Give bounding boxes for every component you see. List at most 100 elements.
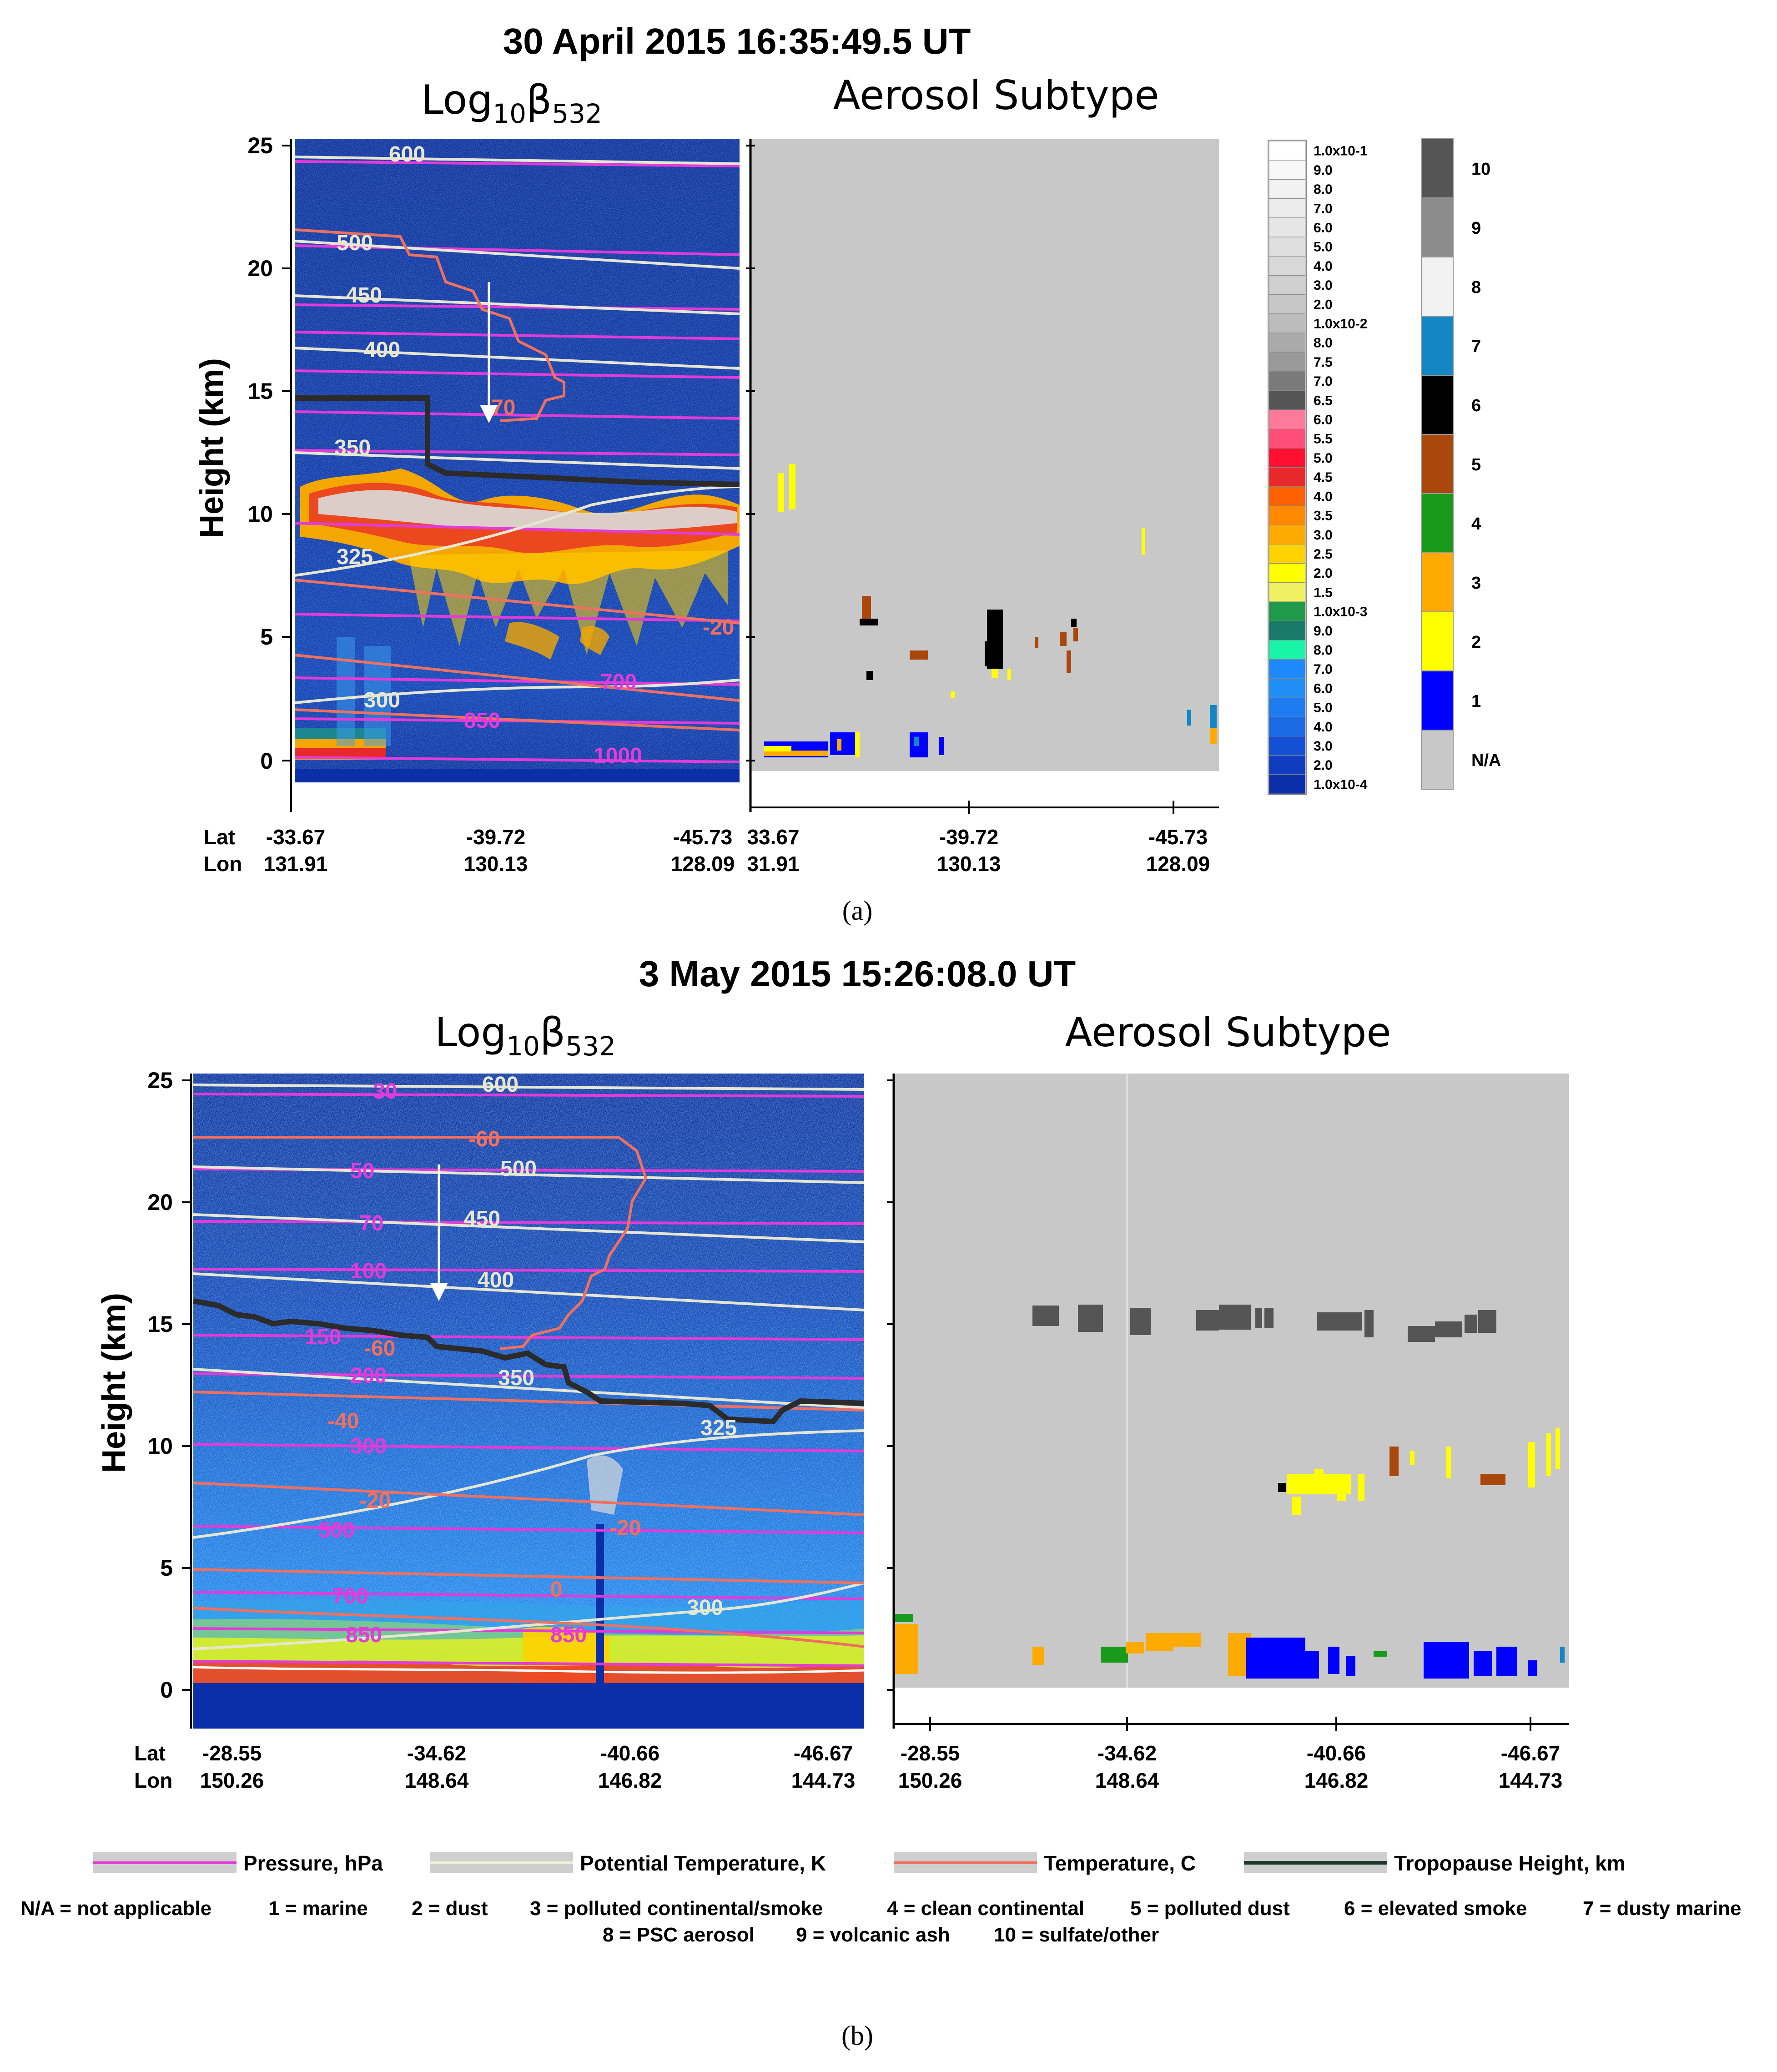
- svg-text:500: 500: [500, 1157, 537, 1181]
- backscatter-colorbar-swatch: [1269, 448, 1306, 468]
- subtype-colorbar-label: 7: [1471, 337, 1481, 356]
- panel-a-title: 30 April 2015 16:35:49.5 UT: [503, 21, 971, 61]
- panel-a-subtype-title: Aerosol Subtype: [833, 72, 1159, 119]
- backscatter-colorbar-swatch: [1269, 141, 1306, 161]
- panel-b-contour-labels: 600 500 450 400 350 325 300 -60 -60 -40 …: [305, 1073, 737, 1647]
- svg-text:500: 500: [318, 1518, 355, 1543]
- backscatter-colorbar-label: 8.0: [1314, 643, 1333, 658]
- legend-temperature: Temperature, C: [1044, 1851, 1196, 1875]
- backscatter-colorbar-swatch: [1269, 774, 1306, 794]
- potential-temperature-contours: [294, 156, 740, 704]
- svg-text:3 = polluted continental/smoke: 3 = polluted continental/smoke: [530, 1897, 823, 1920]
- backscatter-colorbar-swatch: [1269, 333, 1306, 353]
- backscatter-colorbar-swatch: [1269, 313, 1306, 333]
- svg-text:31.91: 31.91: [747, 852, 799, 876]
- backscatter-colorbar-swatch: [1269, 601, 1306, 621]
- backscatter-colorbar-swatch: [1269, 217, 1306, 237]
- backscatter-colorbar-swatch: [1269, 582, 1306, 602]
- svg-text:144.73: 144.73: [1499, 1769, 1563, 1792]
- svg-text:600: 600: [389, 142, 425, 166]
- backscatter-colorbar-swatch: [1269, 429, 1306, 449]
- pressure-contours: [294, 160, 740, 763]
- subtype-colorbar-swatch: [1421, 375, 1454, 435]
- svg-text:1 = marine: 1 = marine: [268, 1897, 368, 1920]
- legend-pressure: Pressure, hPa: [243, 1851, 383, 1875]
- backscatter-colorbar-label: 1.5: [1314, 585, 1333, 600]
- panel-a-x-axis: Lat Lon -33.67 -39.72 -45.73 131.91 130.…: [204, 825, 1210, 876]
- svg-text:400: 400: [364, 338, 400, 362]
- y-tick-label: 5: [160, 1555, 173, 1581]
- svg-text:130.13: 130.13: [464, 852, 528, 876]
- svg-text:-40: -40: [327, 1409, 359, 1433]
- svg-text:70: 70: [359, 1211, 383, 1235]
- backscatter-colorbar-swatch: [1269, 237, 1306, 257]
- backscatter-colorbar-label: 6.0: [1314, 413, 1333, 428]
- subtype-colorbar-label: 8: [1471, 278, 1481, 297]
- svg-text:150.26: 150.26: [200, 1769, 264, 1792]
- y-tick-label: 0: [160, 1677, 173, 1703]
- svg-text:2 = dust: 2 = dust: [412, 1897, 488, 1920]
- y-tick-label: 0: [260, 748, 273, 774]
- backscatter-colorbar-swatch: [1269, 256, 1306, 276]
- backscatter-colorbar-swatch: [1269, 620, 1306, 640]
- svg-text:350: 350: [498, 1366, 534, 1390]
- panel-b-backscatter-title: Log10β532: [435, 1009, 616, 1062]
- svg-text:-45.73: -45.73: [673, 825, 732, 849]
- backscatter-colorbar-label: 6.5: [1314, 393, 1333, 408]
- subtype-colorbar-label: 1: [1471, 692, 1481, 711]
- backscatter-colorbar-swatch: [1269, 659, 1306, 679]
- svg-text:148.64: 148.64: [405, 1769, 469, 1792]
- backscatter-colorbar-label: 5.0: [1314, 240, 1333, 255]
- svg-text:700: 700: [332, 1584, 368, 1608]
- svg-text:33.67: 33.67: [747, 825, 799, 849]
- svg-text:0: 0: [550, 1578, 563, 1602]
- svg-text:-20: -20: [359, 1489, 391, 1513]
- backscatter-colorbar-label: 5.0: [1314, 701, 1333, 716]
- svg-text:131.91: 131.91: [264, 852, 328, 876]
- svg-text:-46.67: -46.67: [794, 1741, 853, 1765]
- down-arrow: [480, 282, 498, 423]
- backscatter-colorbar-label: 2.0: [1314, 758, 1333, 773]
- svg-text:450: 450: [346, 283, 382, 308]
- svg-text:850: 850: [346, 1623, 382, 1647]
- backscatter-colorbar-label: 7.0: [1314, 374, 1333, 389]
- y-tick-label: 15: [247, 378, 273, 404]
- svg-text:6 = elevated smoke: 6 = elevated smoke: [1344, 1897, 1527, 1920]
- backscatter-colorbar-label: 1.0x10-4: [1314, 777, 1368, 792]
- backscatter-colorbar-swatch: [1269, 179, 1306, 199]
- subtype-colorbar-swatch: [1421, 552, 1454, 612]
- svg-text:-40.66: -40.66: [600, 1741, 659, 1765]
- backscatter-colorbar-swatch: [1269, 755, 1306, 775]
- svg-text:500: 500: [337, 231, 373, 255]
- y-tick-label: 25: [247, 133, 273, 158]
- subtype-colorbar-swatch: [1421, 434, 1454, 494]
- svg-text:-20: -20: [609, 1516, 641, 1540]
- svg-text:128.09: 128.09: [1146, 852, 1210, 876]
- panel-a-caption: (a): [842, 896, 873, 926]
- svg-text:4 = clean continental: 4 = clean continental: [887, 1897, 1084, 1920]
- backscatter-colorbar-label: 6.0: [1314, 681, 1333, 696]
- svg-text:-40.66: -40.66: [1307, 1741, 1366, 1765]
- backscatter-colorbar-label: 1.0x10-3: [1314, 605, 1367, 620]
- panel-b-ylabel: Height (km): [96, 1293, 132, 1473]
- backscatter-colorbar-swatch: [1269, 505, 1306, 525]
- svg-text:10 = sulfate/other: 10 = sulfate/other: [994, 1924, 1159, 1946]
- svg-text:5 = polluted dust: 5 = polluted dust: [1130, 1897, 1290, 1920]
- svg-text:-28.55: -28.55: [202, 1741, 262, 1765]
- svg-text:700: 700: [600, 670, 637, 694]
- svg-text:50: 50: [350, 1159, 374, 1183]
- backscatter-colorbar-label: 9.0: [1314, 624, 1333, 639]
- backscatter-colorbar-swatch: [1269, 524, 1306, 544]
- legend-tropopause: Tropopause Height, km: [1394, 1851, 1626, 1875]
- panel-b-title: 3 May 2015 15:26:08.0 UT: [639, 953, 1076, 994]
- svg-text:300: 300: [364, 688, 400, 712]
- backscatter-colorbar-label: 2.0: [1314, 566, 1333, 581]
- backscatter-colorbar-label: 1.0x10-1: [1314, 144, 1367, 159]
- svg-text:-34.62: -34.62: [407, 1741, 466, 1765]
- svg-text:300: 300: [350, 1434, 387, 1458]
- backscatter-colorbar-swatch: [1269, 390, 1306, 410]
- backscatter-colorbar-label: 4.0: [1314, 720, 1333, 735]
- backscatter-colorbar-swatch: [1269, 371, 1306, 391]
- svg-text:-39.72: -39.72: [466, 825, 525, 849]
- subtype-features-low: [895, 1614, 1565, 1679]
